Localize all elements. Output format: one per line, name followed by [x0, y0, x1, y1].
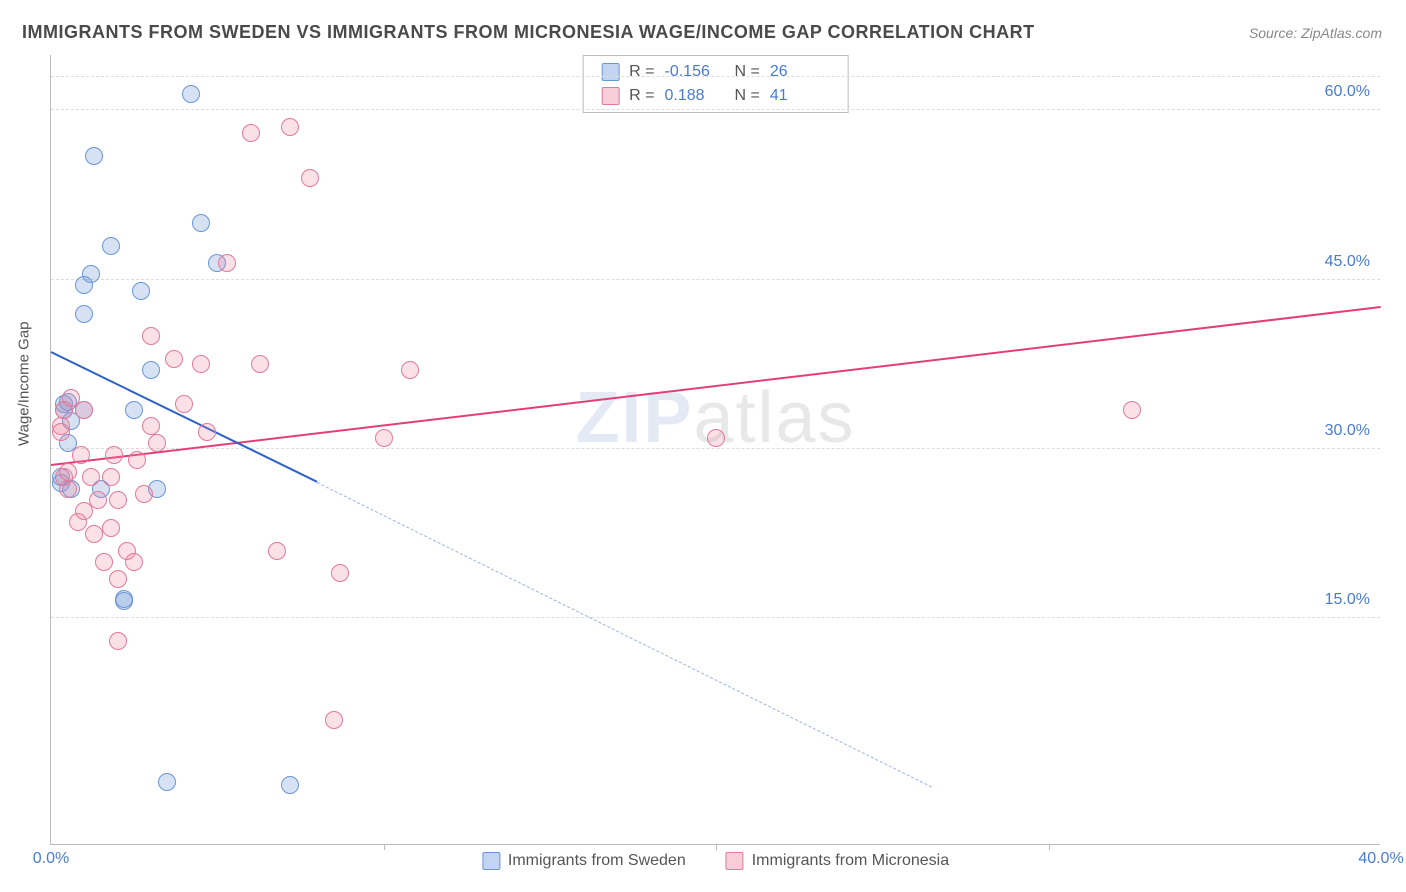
r-label: R = [629, 84, 654, 108]
legend-item-b: Immigrants from Micronesia [726, 852, 949, 870]
data-point [109, 491, 127, 509]
source-attribution: Source: ZipAtlas.com [1249, 25, 1382, 41]
data-point [218, 254, 236, 272]
data-point [59, 480, 77, 498]
data-point [401, 361, 419, 379]
trend-line [51, 351, 318, 483]
data-point [251, 355, 269, 373]
data-point [301, 169, 319, 187]
data-point [281, 118, 299, 136]
trend-line [317, 482, 933, 788]
legend-label-a: Immigrants from Sweden [508, 852, 686, 870]
data-point [331, 564, 349, 582]
n-label: N = [735, 60, 760, 84]
data-point [85, 147, 103, 165]
x-tick-mark [1049, 844, 1050, 850]
plot-area: ZIPatlas R = -0.156 N = 26 R = 0.188 N =… [50, 55, 1380, 845]
x-tick-label: 0.0% [33, 850, 69, 868]
y-tick-label: 45.0% [1325, 253, 1370, 271]
swatch-a-icon [482, 852, 500, 870]
data-point [375, 429, 393, 447]
data-point [82, 468, 100, 486]
data-point [52, 423, 70, 441]
data-point [85, 525, 103, 543]
data-point [142, 361, 160, 379]
data-point [281, 776, 299, 794]
data-point [102, 519, 120, 537]
x-tick-mark [384, 844, 385, 850]
data-point [115, 590, 133, 608]
data-point [707, 429, 725, 447]
data-point [142, 327, 160, 345]
r-value-a: -0.156 [665, 60, 725, 84]
chart-title: IMMIGRANTS FROM SWEDEN VS IMMIGRANTS FRO… [22, 22, 1035, 43]
n-label: N = [735, 84, 760, 108]
x-tick-label: 40.0% [1358, 850, 1403, 868]
legend-row-b: R = 0.188 N = 41 [601, 84, 830, 108]
data-point [75, 305, 93, 323]
data-point [148, 434, 166, 452]
y-tick-label: 30.0% [1325, 422, 1370, 440]
correlation-legend: R = -0.156 N = 26 R = 0.188 N = 41 [582, 55, 849, 113]
data-point [82, 265, 100, 283]
data-point [102, 468, 120, 486]
swatch-b-icon [726, 852, 744, 870]
data-point [182, 85, 200, 103]
data-point [192, 355, 210, 373]
n-value-b: 41 [770, 84, 830, 108]
data-point [125, 401, 143, 419]
x-tick-mark [716, 844, 717, 850]
data-point [242, 124, 260, 142]
swatch-a-icon [601, 63, 619, 81]
data-point [75, 401, 93, 419]
data-point [89, 491, 107, 509]
gridline [51, 76, 1380, 77]
legend-item-a: Immigrants from Sweden [482, 852, 686, 870]
data-point [125, 553, 143, 571]
data-point [142, 417, 160, 435]
data-point [102, 237, 120, 255]
data-point [325, 711, 343, 729]
series-legend: Immigrants from Sweden Immigrants from M… [482, 852, 949, 870]
data-point [95, 553, 113, 571]
data-point [158, 773, 176, 791]
data-point [198, 423, 216, 441]
data-point [59, 463, 77, 481]
data-point [192, 214, 210, 232]
y-tick-label: 60.0% [1325, 83, 1370, 101]
data-point [175, 395, 193, 413]
legend-row-a: R = -0.156 N = 26 [601, 60, 830, 84]
data-point [109, 570, 127, 588]
legend-label-b: Immigrants from Micronesia [752, 852, 949, 870]
data-point [268, 542, 286, 560]
r-value-b: 0.188 [665, 84, 725, 108]
y-axis-label: Wage/Income Gap [16, 321, 33, 446]
data-point [128, 451, 146, 469]
n-value-a: 26 [770, 60, 830, 84]
swatch-b-icon [601, 87, 619, 105]
data-point [135, 485, 153, 503]
data-point [1123, 401, 1141, 419]
gridline [51, 617, 1380, 618]
data-point [109, 632, 127, 650]
data-point [165, 350, 183, 368]
gridline [51, 279, 1380, 280]
r-label: R = [629, 60, 654, 84]
y-tick-label: 15.0% [1325, 591, 1370, 609]
data-point [72, 446, 90, 464]
gridline [51, 109, 1380, 110]
data-point [105, 446, 123, 464]
data-point [132, 282, 150, 300]
